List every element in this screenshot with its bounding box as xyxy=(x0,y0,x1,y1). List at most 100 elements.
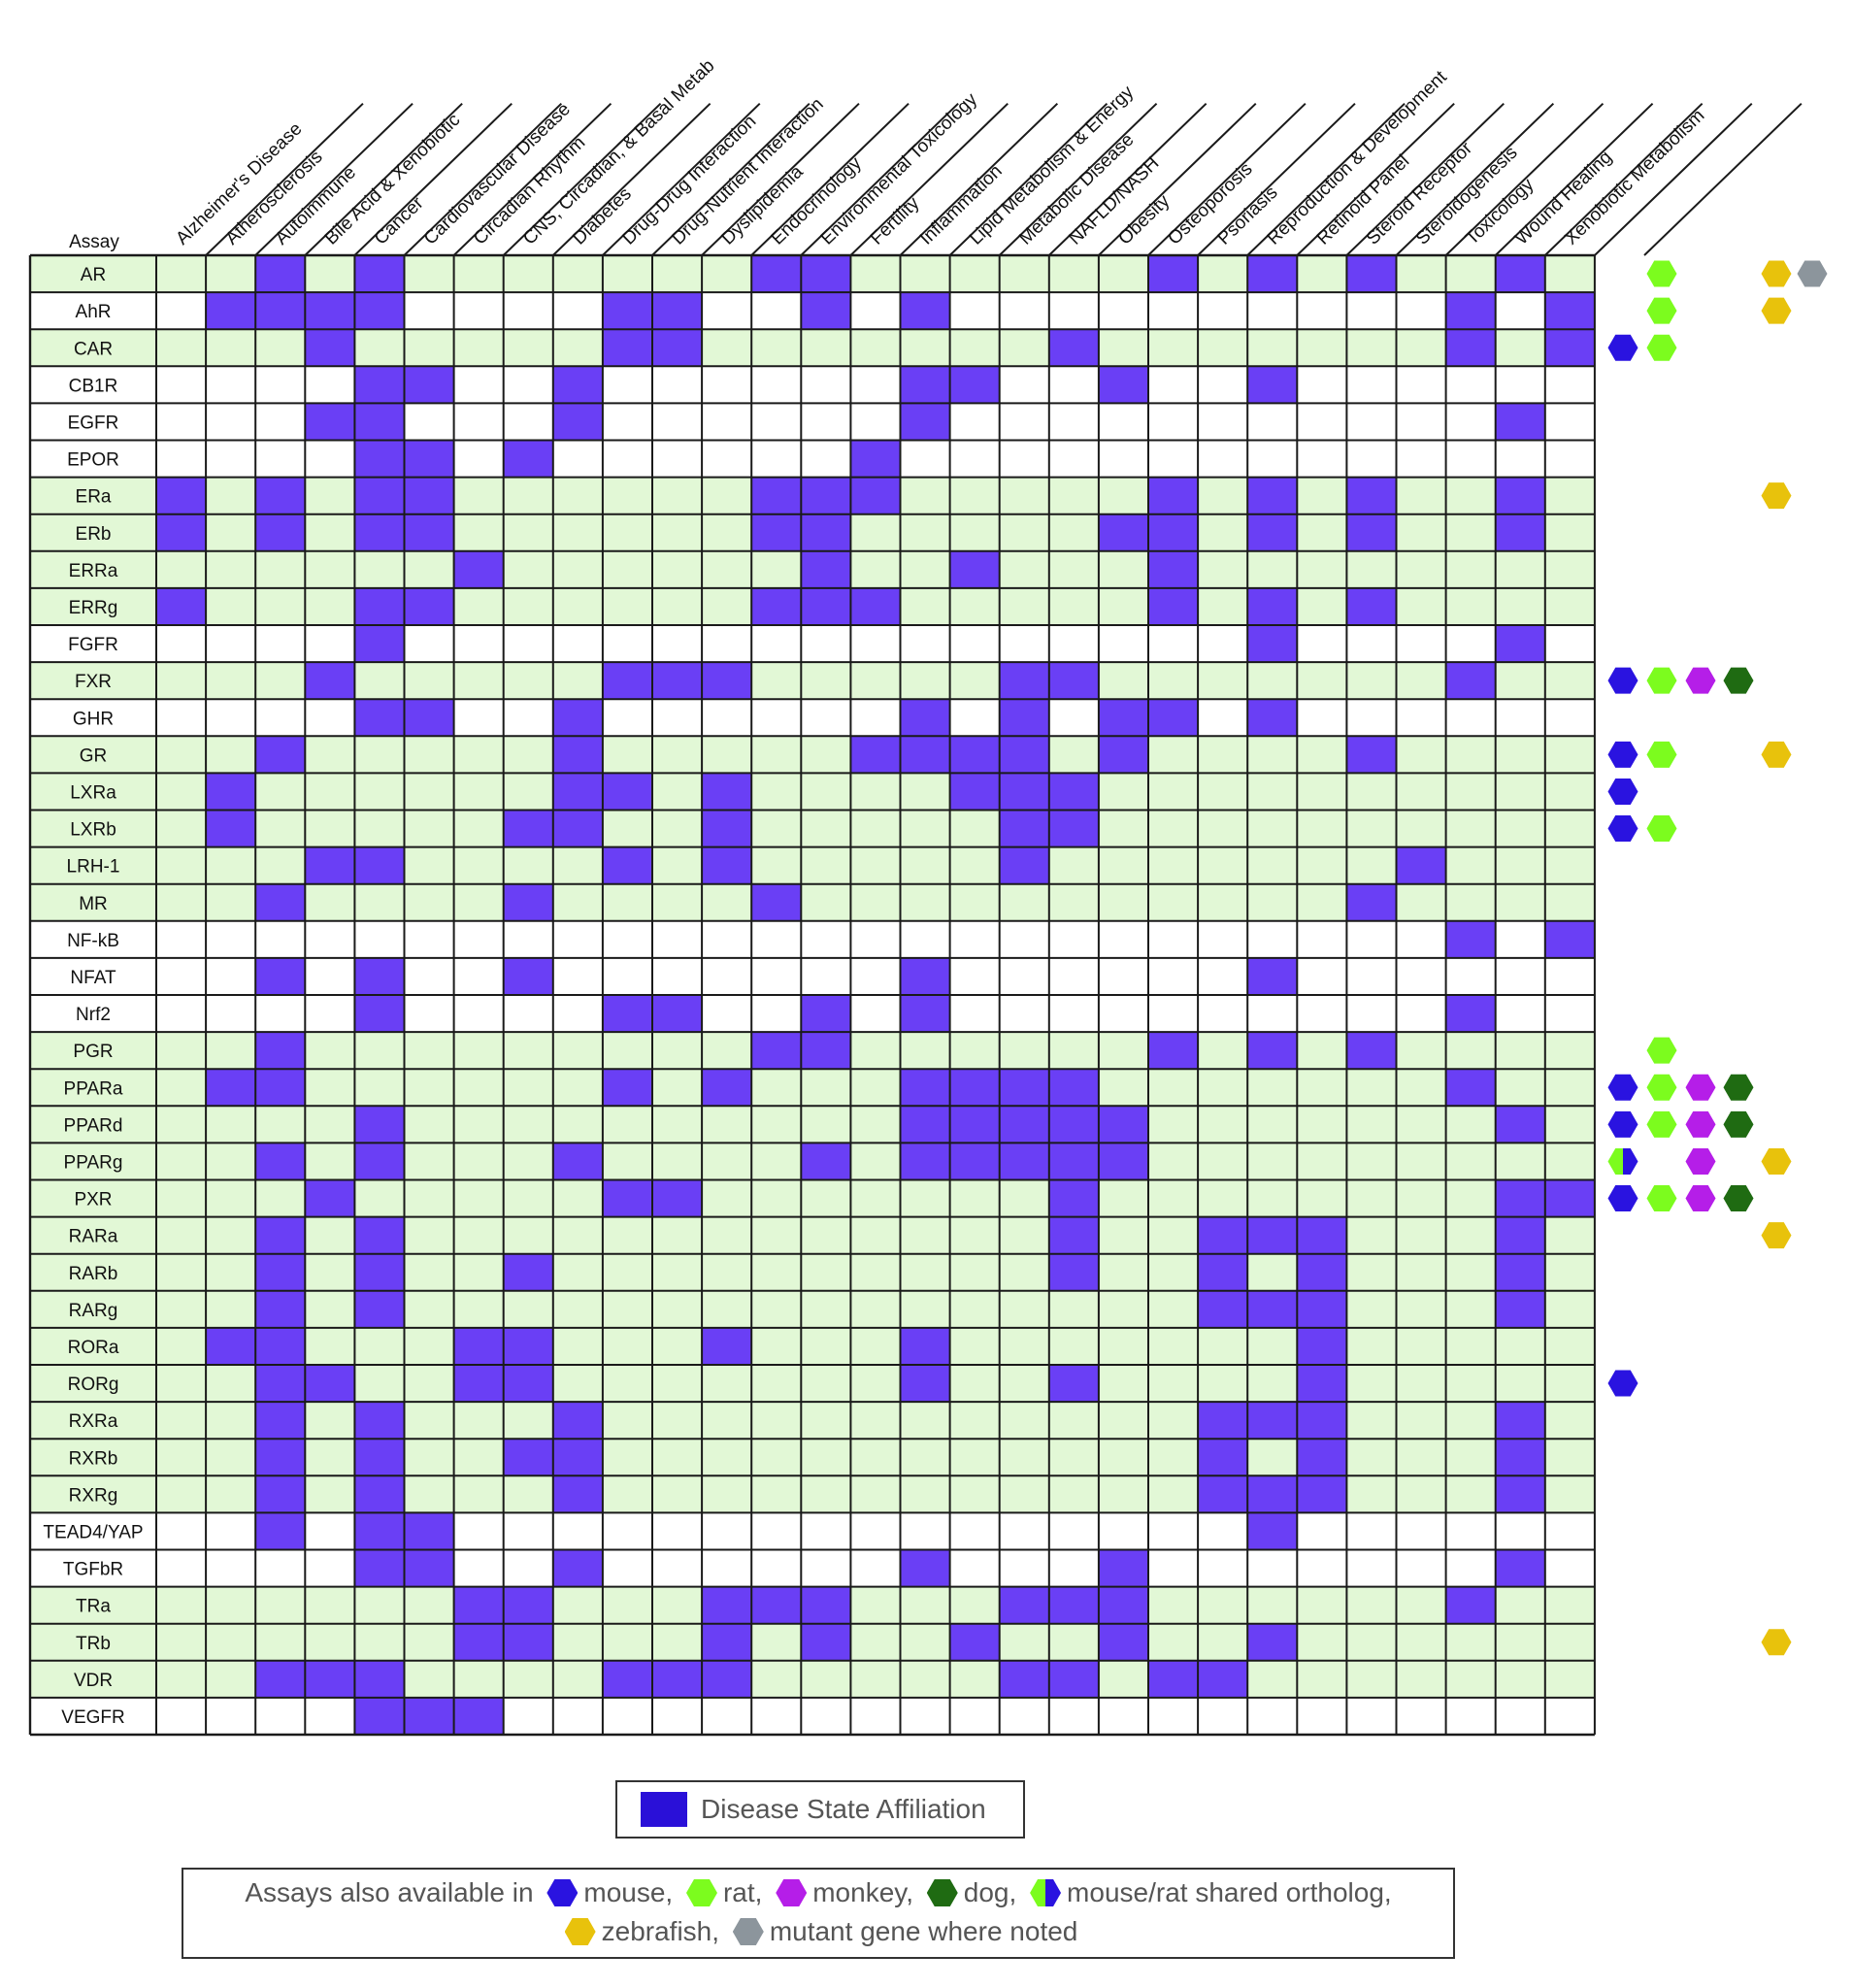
header-divider xyxy=(1098,102,1257,256)
affiliation-cell-nf-kb-26 xyxy=(1445,920,1496,958)
affiliation-cell-erb-27 xyxy=(1495,514,1545,551)
header-divider xyxy=(353,102,513,256)
row-background xyxy=(30,403,1595,441)
header-divider xyxy=(1444,102,1605,256)
affiliation-cell-ahr-2 xyxy=(255,292,306,330)
row-label-rara: RARa xyxy=(69,1227,118,1247)
affiliation-cell-lrh-1-9 xyxy=(602,846,652,884)
affiliation-cell-rxrb-4 xyxy=(354,1439,405,1476)
mouse-rat-label: mouse/rat shared ortholog, xyxy=(1067,1877,1392,1907)
affiliation-cell-gr-15 xyxy=(900,736,950,774)
affiliation-cell-rxrb-23 xyxy=(1297,1439,1347,1476)
affiliation-cell-mr-7 xyxy=(503,883,553,921)
affiliation-cell-rxrb-8 xyxy=(552,1439,603,1476)
row-label-egfr: EGFR xyxy=(68,413,119,433)
affiliation-cell-rxrg-21 xyxy=(1198,1475,1248,1513)
affiliation-cell-gr-17 xyxy=(999,736,1049,774)
affiliation-cell-nfat-15 xyxy=(900,957,950,995)
affiliation-cell-erra-16 xyxy=(949,550,1000,588)
affiliation-cell-car-9 xyxy=(602,329,652,367)
affiliation-cell-era-12 xyxy=(751,477,802,514)
affiliation-cell-tgfbr-5 xyxy=(404,1549,454,1587)
affiliation-cell-ppard-17 xyxy=(999,1106,1049,1143)
row-label-rxrb: RXRb xyxy=(69,1448,118,1469)
row-background xyxy=(30,366,1595,404)
affiliation-cell-erb-2 xyxy=(255,514,306,551)
affiliation-cell-rara-22 xyxy=(1247,1216,1298,1254)
affiliation-cell-nfat-7 xyxy=(503,957,553,995)
affiliation-cell-rarb-18 xyxy=(1048,1253,1099,1291)
rat-hexagon-icon-ahr xyxy=(1646,297,1677,324)
header-divider xyxy=(1544,102,1704,256)
affiliation-cell-nfat-22 xyxy=(1247,957,1298,995)
affiliation-cell-ppara-26 xyxy=(1445,1069,1496,1107)
affiliation-cell-ar-4 xyxy=(354,255,405,293)
affiliation-cell-errg-22 xyxy=(1247,587,1298,625)
affiliation-cell-vdr-18 xyxy=(1048,1660,1099,1698)
affiliation-cell-gr-24 xyxy=(1346,736,1397,774)
row-label-rarg: RARg xyxy=(69,1301,118,1321)
mouse-hexagon-icon-ppard xyxy=(1607,1110,1638,1138)
affiliation-cell-gr-19 xyxy=(1098,736,1148,774)
rat-hexagon-icon-gr xyxy=(1646,741,1677,768)
affiliation-cell-errg-20 xyxy=(1148,587,1199,625)
affiliation-cell-vdr-4 xyxy=(354,1660,405,1698)
affiliation-cell-erb-4 xyxy=(354,514,405,551)
zebrafish-hexagon-icon-trb xyxy=(1761,1629,1792,1656)
affiliation-cell-tead4-yap-2 xyxy=(255,1512,306,1550)
affiliation-cell-pparg-4 xyxy=(354,1143,405,1180)
zebrafish-hexagon-icon-pparg xyxy=(1761,1147,1792,1175)
affiliation-cell-ahr-3 xyxy=(305,292,355,330)
rat-hexagon-icon-car xyxy=(1646,334,1677,361)
affiliation-cell-egfr-3 xyxy=(305,403,355,441)
affiliation-cell-errg-4 xyxy=(354,587,405,625)
affiliation-cell-vdr-11 xyxy=(702,1660,752,1698)
affiliation-cell-ghr-4 xyxy=(354,699,405,737)
column-header-osteoporosis: Osteoporosis xyxy=(1164,159,1256,249)
affiliation-cell-rxra-23 xyxy=(1297,1402,1347,1440)
affiliation-cell-ppard-4 xyxy=(354,1106,405,1143)
affiliation-cell-rora-2 xyxy=(255,1327,306,1365)
header-divider xyxy=(403,102,563,256)
row-background xyxy=(30,773,1595,811)
row-background xyxy=(30,1549,1595,1587)
affiliation-cell-lxra-18 xyxy=(1048,773,1099,811)
affiliation-cell-trb-13 xyxy=(801,1623,851,1661)
species-legend-prefix: Assays also available in xyxy=(245,1877,534,1907)
rat-hexagon-icon xyxy=(685,1879,717,1906)
affiliation-cell-fxr-9 xyxy=(602,662,652,700)
affiliation-cell-cb1r-5 xyxy=(404,366,454,404)
row-label-ar: AR xyxy=(81,265,106,285)
affiliation-cell-errg-0 xyxy=(156,587,207,625)
affiliation-cell-erb-5 xyxy=(404,514,454,551)
affiliation-cell-rxra-21 xyxy=(1198,1402,1248,1440)
affiliation-cell-gr-2 xyxy=(255,736,306,774)
affiliation-cell-fxr-17 xyxy=(999,662,1049,700)
row-label-lxra: LXRa xyxy=(70,782,116,803)
header-divider xyxy=(205,102,364,256)
affiliation-cell-ppara-1 xyxy=(206,1069,256,1107)
row-background xyxy=(30,1179,1595,1217)
affiliation-cell-car-26 xyxy=(1445,329,1496,367)
dog-hexagon-icon-pxr xyxy=(1723,1185,1754,1212)
row-label-nf-kb: NF-kB xyxy=(67,931,119,951)
affiliation-cell-lxrb-11 xyxy=(702,810,752,847)
affiliation-cell-ppard-18 xyxy=(1048,1106,1099,1143)
affiliation-cell-rarb-2 xyxy=(255,1253,306,1291)
affiliation-cell-vdr-17 xyxy=(999,1660,1049,1698)
affiliation-cell-pparg-8 xyxy=(552,1143,603,1180)
affiliation-cell-fxr-26 xyxy=(1445,662,1496,700)
affiliation-cell-rxrg-8 xyxy=(552,1475,603,1513)
affiliation-cell-rorg-7 xyxy=(503,1365,553,1403)
header-divider xyxy=(1147,102,1307,256)
affiliation-cell-era-2 xyxy=(255,477,306,514)
affiliation-cell-epor-14 xyxy=(850,440,901,478)
row-label-ppara: PPARa xyxy=(64,1078,123,1099)
affiliation-cell-rxra-8 xyxy=(552,1402,603,1440)
affiliation-cell-lxra-8 xyxy=(552,773,603,811)
affiliation-cell-ahr-15 xyxy=(900,292,950,330)
dog-hexagon-icon-fxr xyxy=(1723,667,1754,694)
affiliation-cell-rora-1 xyxy=(206,1327,256,1365)
affiliation-cell-lrh-1-3 xyxy=(305,846,355,884)
affiliation-cell-pparg-17 xyxy=(999,1143,1049,1180)
